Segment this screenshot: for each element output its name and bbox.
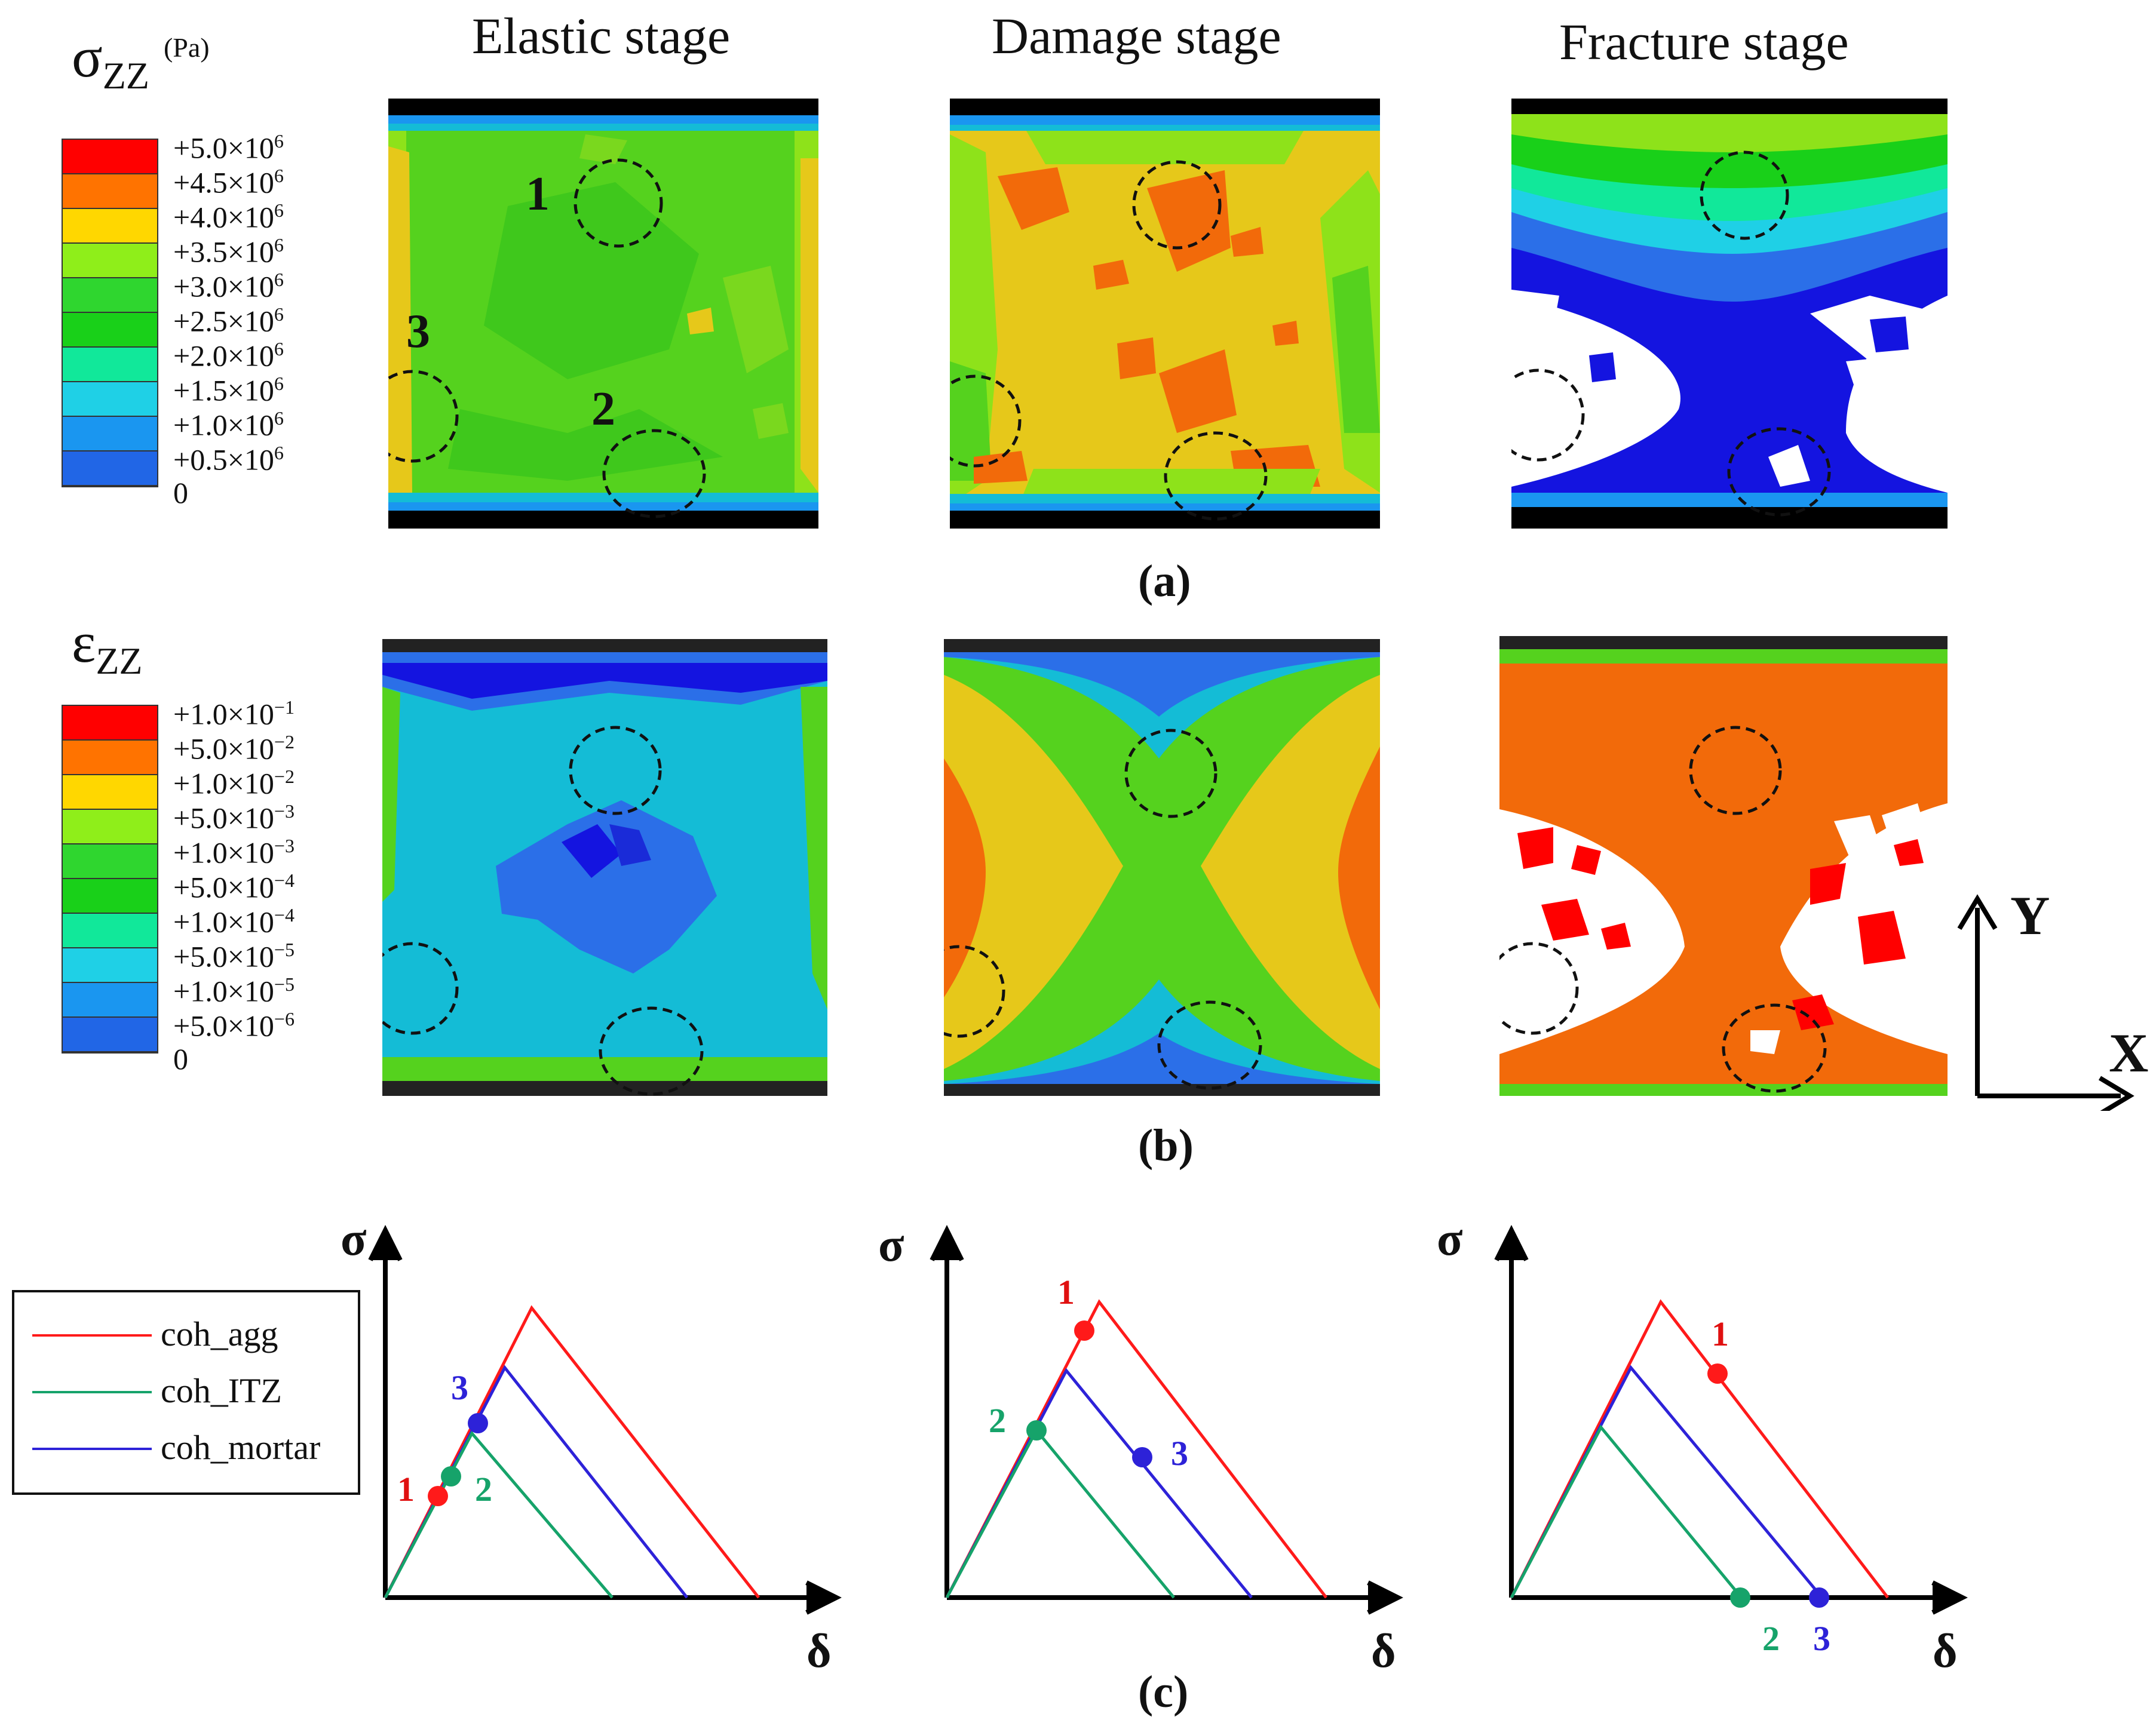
cohesive-plot-damage	[930, 1225, 1403, 1615]
stress_legend-level-label: +3.0×106	[173, 269, 284, 303]
strain-map-damage	[944, 639, 1380, 1096]
stress_legend-colorbar-segment	[63, 244, 157, 278]
coordinate-axes	[1957, 894, 2134, 1111]
strain_legend-colorbar-segment	[63, 810, 157, 844]
stage-title-damage: Damage stage	[992, 7, 1281, 65]
stress-map-elastic	[388, 99, 818, 529]
stress_legend-colorbar-segment	[63, 313, 157, 348]
plot3-point-label-2: 2	[1762, 1619, 1780, 1658]
strain_legend-colorbar-segment	[63, 706, 157, 741]
stress_legend-colorbar-segment	[63, 452, 157, 486]
cohesive-plot-elastic	[368, 1225, 842, 1615]
region-circle-1	[573, 158, 663, 248]
strain_legend-colorbar-segment	[63, 983, 157, 1018]
region-label-3: 3	[406, 305, 430, 358]
strain_legend-colorbar-segment	[63, 879, 157, 914]
stress_legend-level-label: +3.5×106	[173, 234, 284, 269]
stress-colorbar-labels: +5.0×106 +4.5×106 +4.0×106 +3.5×106 +3.0×106…	[173, 131, 364, 514]
plot3-point-label-1: 1	[1712, 1314, 1729, 1353]
plot1-point-label-2: 2	[475, 1470, 492, 1509]
stress_legend-level-label: +4.5×106	[173, 165, 284, 199]
stress_legend-colorbar-segment	[63, 174, 157, 209]
plot1-point-label-1: 1	[397, 1470, 415, 1509]
stress_legend-zero-label: 0	[173, 476, 188, 509]
plot1-x-label: δ	[806, 1625, 832, 1678]
stress_legend-colorbar-segment	[63, 348, 157, 382]
legend-line-agg	[32, 1334, 152, 1337]
strain_legend-colorbar-segment	[63, 844, 157, 879]
strain-map-fracture	[1499, 636, 1948, 1096]
strain_legend-level-label: +5.0×10−3	[173, 800, 295, 835]
strain_legend-level-label: +5.0×10−5	[173, 939, 295, 973]
state-point-mortar	[468, 1413, 488, 1433]
strain_legend-level-label: +1.0×10−1	[173, 696, 295, 731]
axis-label-x: X	[2109, 1022, 2149, 1083]
strain_legend-colorbar-segment	[63, 1018, 157, 1052]
region-circle-3	[388, 370, 459, 463]
subfig-label-a: (a)	[1138, 556, 1191, 606]
plot2-x-label: δ	[1371, 1625, 1396, 1678]
plot1-y-label: σ	[341, 1213, 367, 1266]
strain_legend-level-label: +1.0×10−2	[173, 766, 295, 800]
stress_legend-level-label: +4.0×106	[173, 199, 284, 234]
region-circle-2	[602, 429, 706, 518]
strain-map-elastic	[382, 639, 827, 1096]
stress-legend-title: σZZ (Pa)	[72, 25, 210, 97]
stress_legend-colorbar-segment	[63, 209, 157, 244]
plot2-point-label-3: 3	[1171, 1434, 1188, 1473]
stress_legend-level-label: +0.5×106	[173, 442, 284, 477]
strain_legend-level-label: +1.0×10−3	[173, 835, 295, 870]
strain_legend-level-label: +5.0×10−2	[173, 731, 295, 766]
strain_legend-colorbar-segment	[63, 948, 157, 983]
subfig-label-c: (c)	[1138, 1667, 1189, 1717]
state-point-agg	[428, 1486, 448, 1506]
plot1-point-label-3: 3	[451, 1368, 468, 1407]
strain_legend-colorbar-segment	[63, 741, 157, 775]
stress_legend-level-label: +1.5×106	[173, 373, 284, 407]
legend-line-mortar	[32, 1448, 152, 1450]
legend-line-itz	[32, 1391, 152, 1393]
plot3-x-label: δ	[1933, 1625, 1958, 1678]
legend-label-agg: coh_agg	[161, 1314, 278, 1353]
stress_legend-colorbar-segment	[63, 382, 157, 417]
strain_legend-level-label: +5.0×10−6	[173, 1008, 295, 1043]
region-label-1: 1	[526, 168, 550, 220]
stress-colorbar	[62, 139, 158, 487]
strain-colorbar	[62, 705, 158, 1054]
plot2-y-label: σ	[878, 1219, 904, 1271]
cohesive-plot-fracture	[1494, 1225, 1968, 1615]
legend-label-itz: coh_ITZ	[161, 1371, 282, 1410]
stress_legend-level-label: +5.0×106	[173, 130, 284, 165]
stress-map-damage	[950, 99, 1380, 529]
axis-label-y: Y	[2010, 885, 2050, 946]
strain_legend-colorbar-segment	[63, 914, 157, 948]
region-label-2: 2	[591, 383, 615, 435]
strain_legend-zero-label: 0	[173, 1042, 188, 1076]
plot3-y-label: σ	[1437, 1213, 1463, 1266]
stress_legend-level-label: +2.0×106	[173, 338, 284, 373]
stress-map-fracture	[1511, 99, 1948, 529]
subfig-label-b: (b)	[1138, 1120, 1194, 1171]
stress_legend-colorbar-segment	[63, 140, 157, 174]
strain_legend-level-label: +5.0×10−4	[173, 870, 295, 904]
cohesive-legend-box: coh_agg coh_ITZ coh_mortar	[12, 1290, 360, 1495]
strain_legend-colorbar-segment	[63, 775, 157, 810]
legend-label-mortar: coh_mortar	[161, 1428, 321, 1467]
strain_legend-level-label: +1.0×10−5	[173, 973, 295, 1008]
strain-legend-title: εZZ	[72, 610, 143, 683]
plot2-point-label-1: 1	[1057, 1273, 1075, 1312]
strain-colorbar-labels: +1.0×10−1 +5.0×10−2 +1.0×10−2 +5.0×10−3 +1.0…	[173, 698, 364, 1080]
strain_legend-level-label: +1.0×10−4	[173, 904, 295, 939]
stress_legend-colorbar-segment	[63, 417, 157, 452]
stress_legend-colorbar-segment	[63, 278, 157, 313]
stress_legend-level-label: +1.0×106	[173, 407, 284, 442]
stage-title-fracture: Fracture stage	[1559, 13, 1849, 70]
state-point-itz	[441, 1466, 461, 1486]
stage-title-elastic: Elastic stage	[472, 7, 731, 65]
plot3-point-label-3: 3	[1813, 1619, 1830, 1658]
stress_legend-level-label: +2.5×106	[173, 303, 284, 338]
plot2-point-label-2: 2	[989, 1401, 1006, 1440]
